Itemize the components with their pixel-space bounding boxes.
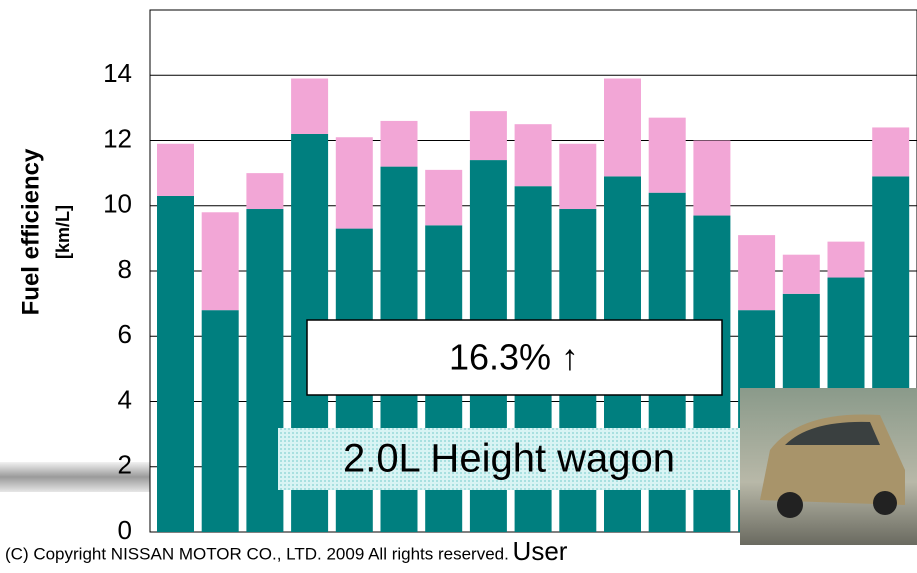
annotation-box — [306, 319, 723, 396]
bar-segment — [648, 117, 686, 193]
bar-segment — [872, 127, 910, 177]
y-tick-label: 12 — [103, 123, 132, 153]
car-photo — [740, 388, 917, 545]
bar-segment — [827, 241, 865, 278]
annotation: 2.0L Height wagon — [343, 437, 675, 481]
bar-segment — [380, 120, 418, 167]
y-tick-label: 0 — [118, 515, 132, 545]
bar-segment — [693, 140, 731, 216]
bar-segment — [201, 212, 239, 311]
y-tick-label: 14 — [103, 58, 132, 88]
y-tick-label: 10 — [103, 189, 132, 219]
bar-segment — [604, 78, 641, 177]
x-axis-label: User — [513, 536, 568, 566]
y-tick-label: 8 — [118, 254, 132, 284]
bar-segment — [291, 78, 329, 134]
bar-segment — [335, 137, 373, 229]
bar-segment — [157, 195, 194, 532]
y-axis-label: Fuel efficiency — [17, 148, 44, 315]
copyright: (C) Copyright NISSAN MOTOR CO., LTD. 200… — [5, 544, 509, 563]
bar-segment — [514, 124, 552, 187]
bar-segment — [201, 310, 239, 532]
bar-segment — [246, 209, 284, 532]
y-axis-unit: [km/L] — [53, 205, 73, 259]
y-tick-label: 4 — [118, 384, 132, 414]
bar-segment — [738, 235, 776, 311]
bar-segment — [157, 143, 194, 196]
bar-segment — [469, 111, 507, 161]
y-tick-label: 6 — [118, 319, 132, 349]
bar-segment — [782, 254, 820, 294]
bar-segment — [425, 169, 463, 226]
bar-segment — [246, 173, 284, 210]
decor-bar — [0, 462, 150, 492]
bar-segment — [559, 143, 597, 210]
annotation-box — [278, 428, 740, 490]
y-tick-label: 2 — [118, 450, 132, 480]
annotation: 16.3% ↑ — [449, 337, 579, 378]
